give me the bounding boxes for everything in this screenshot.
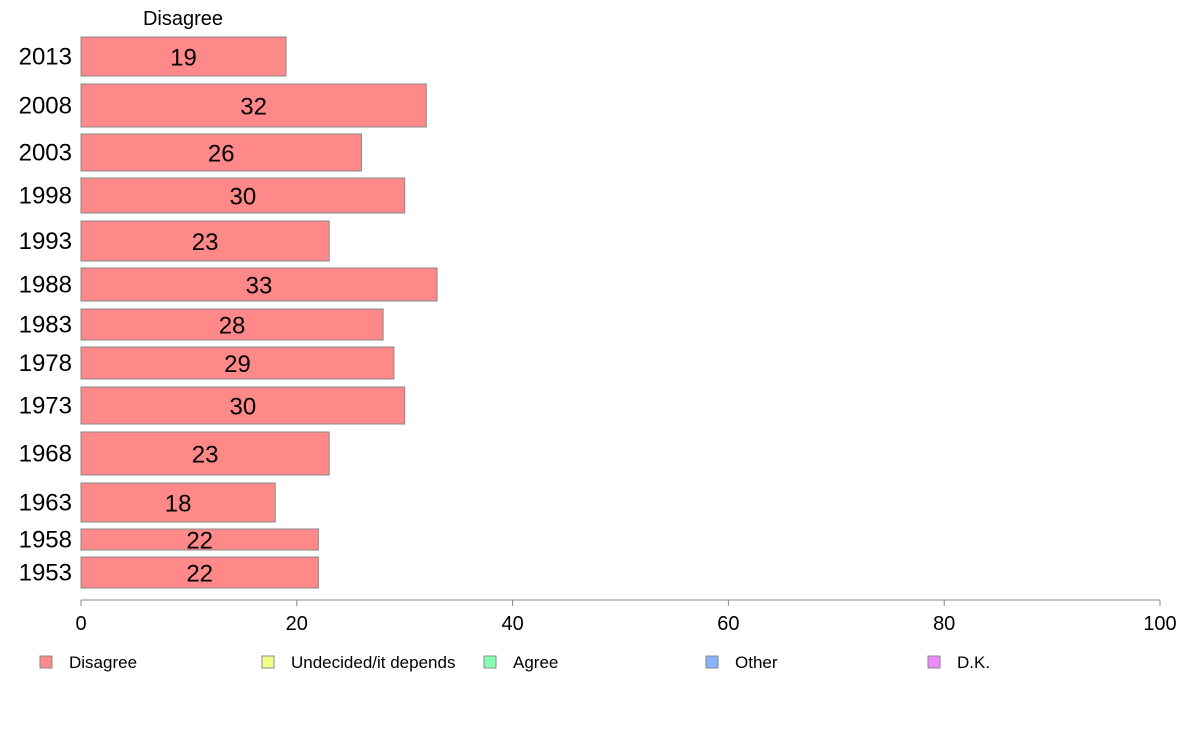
bar	[80, 133, 363, 172]
legend: Disagree Undecided/it depends Agree Other D.…	[39, 653, 990, 672]
bar	[80, 386, 406, 425]
bar	[80, 267, 438, 302]
legend-label: Other	[735, 653, 778, 672]
x-tick-label: 100	[1143, 613, 1176, 635]
bars-group: 2013 19 2008 32 2003 26 1998 30 1993 23 1988 33 1983…	[19, 36, 438, 589]
category-label: 1988	[19, 272, 72, 299]
category-label: 1968	[19, 441, 72, 468]
bar	[80, 177, 406, 214]
category-label: 2003	[19, 140, 72, 167]
data-label: 30	[229, 184, 256, 211]
category-label: 2008	[19, 93, 72, 120]
data-label: 30	[229, 394, 256, 421]
category-label: 1993	[19, 228, 72, 255]
bar	[80, 220, 330, 262]
data-label: 22	[186, 528, 213, 555]
column-header: Disagree	[143, 8, 223, 30]
data-label: 33	[246, 273, 273, 300]
bar	[80, 36, 287, 77]
data-label: 18	[165, 491, 192, 518]
category-label: 1983	[19, 312, 72, 339]
x-axis: 0 20 40 60 80 100	[75, 599, 1177, 635]
data-label: 22	[186, 561, 213, 588]
legend-swatch	[261, 655, 275, 669]
data-label: 29	[224, 351, 251, 378]
legend-label: Undecided/it depends	[291, 653, 455, 672]
bar	[80, 83, 427, 128]
category-label: 1963	[19, 490, 72, 517]
bar	[80, 431, 330, 476]
bar	[80, 556, 319, 589]
category-label: 1953	[19, 560, 72, 587]
category-label: 1958	[19, 527, 72, 554]
x-tick-label: 0	[75, 613, 86, 635]
x-tick-label: 60	[717, 613, 739, 635]
data-label: 26	[208, 141, 235, 168]
data-label: 23	[192, 229, 219, 256]
x-tick-label: 20	[286, 613, 308, 635]
legend-swatch	[927, 655, 941, 669]
data-label: 23	[192, 442, 219, 469]
bar	[80, 528, 319, 551]
legend-swatch	[705, 655, 719, 669]
legend-swatch	[483, 655, 497, 669]
category-label: 1973	[19, 393, 72, 420]
bar	[80, 482, 276, 523]
category-label: 2013	[19, 44, 72, 71]
x-tick-label: 80	[933, 613, 955, 635]
data-label: 19	[170, 45, 197, 72]
data-label: 28	[219, 313, 246, 340]
data-label: 32	[240, 94, 267, 121]
x-tick-label: 40	[501, 613, 523, 635]
legend-label: D.K.	[957, 653, 990, 672]
legend-label: Disagree	[69, 653, 137, 672]
bar	[80, 346, 395, 380]
category-label: 1998	[19, 183, 72, 210]
legend-label: Agree	[513, 653, 558, 672]
legend-swatch	[39, 655, 53, 669]
bar	[80, 308, 384, 341]
category-label: 1978	[19, 350, 72, 377]
